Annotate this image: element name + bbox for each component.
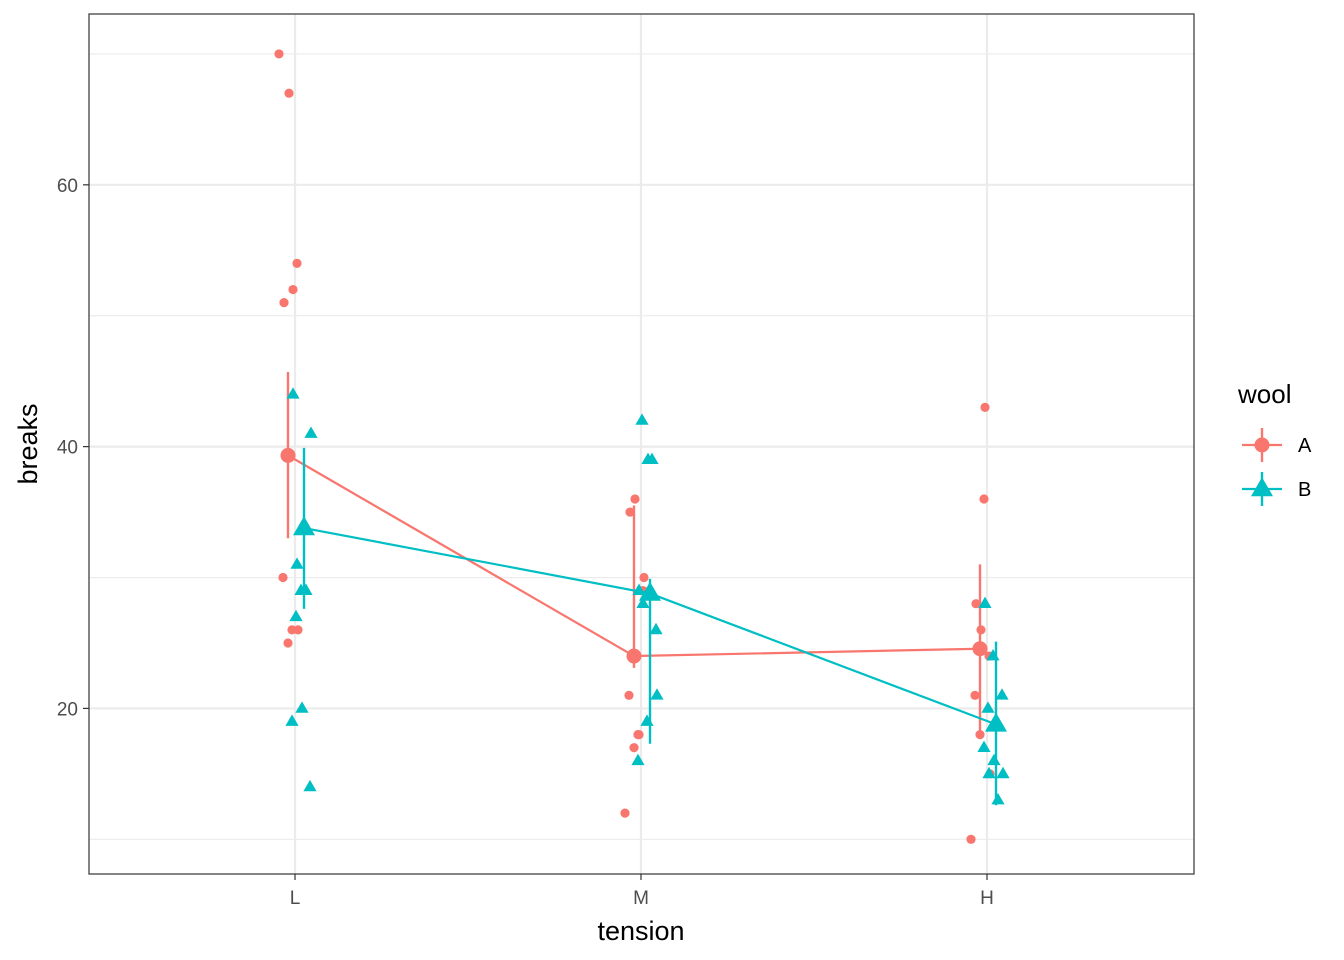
data-point: [292, 258, 302, 268]
y-axis-title: breaks: [13, 403, 43, 484]
data-point: [650, 688, 664, 700]
data-point: [649, 622, 663, 635]
data-point: [987, 753, 1001, 766]
data-point: [278, 572, 288, 583]
data-point: [620, 808, 630, 818]
mean-marker: [280, 447, 296, 463]
mean-marker: [293, 516, 315, 536]
data-point: [288, 284, 298, 295]
mean-marker: [972, 641, 988, 657]
data-point: [991, 792, 1005, 805]
data-point: [631, 753, 645, 766]
data-point: [290, 557, 304, 569]
data-point: [285, 714, 299, 726]
legend-key-marker: [1251, 477, 1273, 497]
data-point: [289, 609, 303, 622]
legend: wool AB: [1237, 379, 1312, 506]
data-point: [982, 766, 996, 779]
legend-title: wool: [1237, 379, 1291, 409]
data-point: [635, 413, 649, 425]
x-tick-label: H: [980, 888, 994, 909]
mean-marker: [985, 712, 1007, 732]
series-layer: [274, 49, 1010, 844]
mean-marker: [639, 581, 661, 601]
data-point: [293, 625, 303, 635]
data-point: [975, 729, 985, 740]
data-point: [304, 426, 318, 438]
y-tick-label: 40: [57, 438, 78, 459]
legend-key-marker: [1254, 437, 1270, 453]
data-point: [981, 701, 995, 713]
x-tick-label: M: [633, 888, 649, 909]
data-point: [279, 298, 289, 308]
data-point: [641, 452, 655, 465]
data-point: [629, 743, 639, 753]
data-point: [634, 729, 644, 740]
data-point: [636, 596, 650, 609]
data-point: [624, 690, 634, 700]
data-point: [283, 638, 293, 648]
legend-label: A: [1298, 435, 1312, 457]
data-point: [274, 49, 284, 59]
data-point: [979, 494, 989, 504]
y-tick-label: 20: [57, 699, 78, 720]
series-B: [285, 387, 1010, 806]
data-point: [995, 688, 1009, 700]
data-point: [980, 402, 990, 412]
x-tick-label: L: [290, 888, 301, 909]
mean-marker: [626, 648, 642, 664]
data-point: [625, 507, 635, 517]
data-point: [286, 387, 300, 399]
data-point: [299, 583, 313, 595]
data-point: [639, 572, 649, 583]
x-axis-title: tension: [597, 916, 684, 946]
legend-label: B: [1298, 479, 1311, 501]
legend-item-B: B: [1242, 472, 1311, 506]
y-tick-label: 60: [57, 176, 78, 197]
data-point: [977, 740, 991, 753]
series-A: [274, 49, 995, 844]
data-point: [303, 779, 317, 792]
data-point: [284, 88, 294, 98]
data-point: [978, 596, 992, 609]
data-point: [630, 494, 640, 504]
legend-item-A: A: [1242, 428, 1312, 462]
data-point: [295, 701, 309, 713]
data-point: [996, 766, 1010, 779]
data-point: [971, 599, 981, 609]
data-point: [966, 834, 976, 844]
y-axis: 20 40 60: [57, 176, 89, 720]
data-point: [970, 690, 980, 700]
